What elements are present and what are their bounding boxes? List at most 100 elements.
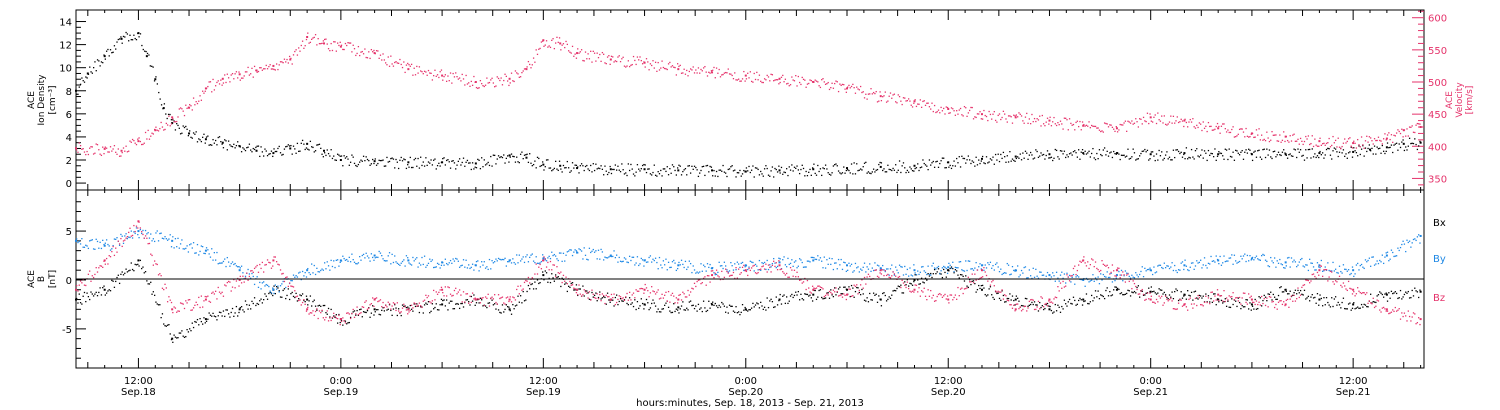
- measurement-dot: [802, 266, 805, 268]
- measurement-dot: [1270, 291, 1272, 293]
- measurement-dot: [486, 266, 488, 268]
- measurement-dot: [552, 169, 554, 171]
- measurement-dot: [1263, 148, 1265, 150]
- measurement-dot: [1333, 270, 1335, 272]
- measurement-dot: [692, 168, 694, 170]
- measurement-dot: [108, 289, 110, 291]
- measurement-dot: [1046, 271, 1049, 274]
- measurement-dot: [1250, 152, 1252, 155]
- measurement-dot: [189, 130, 191, 132]
- measurement-dot: [753, 270, 755, 272]
- measurement-dot: [766, 74, 768, 77]
- measurement-dot: [1323, 142, 1325, 144]
- measurement-dot: [958, 277, 960, 279]
- measurement-dot: [231, 307, 234, 310]
- measurement-dot: [1006, 155, 1008, 157]
- data-point: [1048, 298, 1051, 301]
- data-point: [75, 239, 77, 242]
- measurement-dot: [112, 148, 114, 150]
- measurement-dot: [1190, 291, 1193, 294]
- measurement-dot: [893, 274, 896, 276]
- measurement-dot: [116, 153, 118, 155]
- measurement-dot: [1372, 153, 1374, 155]
- x-tick-time: 12:00: [1339, 376, 1368, 387]
- measurement-dot: [392, 261, 395, 264]
- measurement-dot: [970, 283, 972, 286]
- measurement-dot: [317, 144, 319, 146]
- measurement-dot: [1033, 157, 1036, 159]
- measurement-dot: [682, 72, 684, 74]
- measurement-dot: [445, 262, 448, 265]
- measurement-dot: [178, 108, 180, 110]
- measurement-dot: [970, 268, 972, 270]
- measurement-dot: [965, 107, 967, 109]
- measurement-dot: [407, 257, 409, 259]
- measurement-dot: [456, 76, 458, 78]
- measurement-dot: [780, 76, 783, 78]
- measurement-dot: [76, 238, 78, 240]
- measurement-dot: [504, 73, 506, 75]
- measurement-dot: [553, 167, 556, 170]
- measurement-dot: [473, 168, 475, 170]
- measurement-dot: [682, 263, 684, 266]
- measurement-dot: [1190, 262, 1193, 264]
- measurement-dot: [1264, 259, 1267, 261]
- measurement-dot: [259, 263, 261, 266]
- data-point: [1318, 152, 1321, 155]
- measurement-dot: [857, 287, 859, 289]
- measurement-dot: [914, 272, 916, 274]
- measurement-dot: [1137, 126, 1140, 128]
- measurement-dot: [1406, 149, 1408, 151]
- measurement-dot: [741, 78, 744, 80]
- measurement-dot: [163, 129, 165, 131]
- measurement-dot: [116, 237, 118, 239]
- measurement-dot: [831, 294, 833, 296]
- measurement-dot: [1232, 151, 1234, 153]
- measurement-dot: [272, 294, 274, 297]
- measurement-dot: [1048, 157, 1050, 159]
- measurement-dot: [1190, 121, 1193, 123]
- measurement-dot: [163, 238, 165, 240]
- measurement-dot: [484, 84, 487, 86]
- measurement-dot: [142, 143, 144, 146]
- measurement-dot: [1319, 137, 1321, 139]
- measurement-dot: [871, 93, 873, 95]
- measurement-dot: [832, 295, 835, 298]
- measurement-dot: [422, 161, 424, 163]
- measurement-dot: [1146, 112, 1149, 114]
- data-point: [1385, 293, 1388, 296]
- measurement-dot: [1148, 159, 1150, 161]
- measurement-dot: [296, 276, 299, 278]
- measurement-dot: [78, 240, 80, 243]
- measurement-dot: [1180, 118, 1182, 120]
- measurement-dot: [813, 81, 815, 83]
- measurement-dot: [937, 109, 940, 111]
- measurement-dot: [954, 165, 957, 167]
- measurement-dot: [1307, 135, 1310, 137]
- measurement-dot: [1176, 289, 1178, 292]
- measurement-dot: [1319, 294, 1321, 296]
- measurement-dot: [303, 275, 305, 277]
- measurement-dot: [635, 63, 637, 66]
- measurement-dot: [126, 33, 129, 35]
- measurement-dot: [1292, 155, 1294, 158]
- measurement-dot: [928, 159, 931, 161]
- measurement-dot: [314, 305, 317, 307]
- measurement-dot: [639, 170, 641, 172]
- measurement-dot: [612, 299, 614, 301]
- measurement-dot: [256, 145, 258, 147]
- measurement-dot: [653, 67, 655, 69]
- measurement-dot: [1162, 267, 1164, 270]
- measurement-dot: [695, 69, 697, 71]
- measurement-dot: [214, 316, 217, 318]
- measurement-dot: [170, 301, 173, 304]
- measurement-dot: [1362, 144, 1364, 146]
- measurement-dot: [1345, 142, 1347, 144]
- measurement-dot: [869, 93, 871, 95]
- measurement-dot: [286, 294, 288, 297]
- measurement-dot: [1015, 114, 1018, 116]
- measurement-dot: [984, 114, 986, 117]
- measurement-dot: [177, 337, 179, 339]
- measurement-dot: [100, 154, 103, 157]
